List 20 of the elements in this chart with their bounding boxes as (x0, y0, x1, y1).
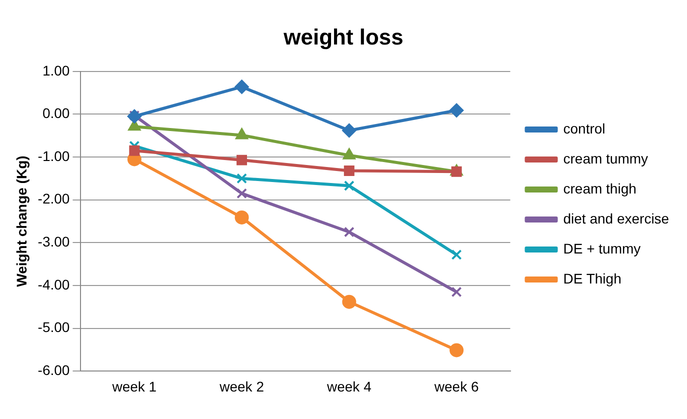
legend-label: DE + tummy (563, 240, 641, 256)
y-axis-title: Weight change (Kg) (13, 156, 30, 287)
y-tick-label: -2.00 (38, 190, 70, 207)
x-tick-label: week 4 (326, 378, 372, 394)
legend-label: cream tummy (563, 150, 648, 166)
y-tick-label: -6.00 (38, 362, 70, 378)
legend-label: diet and exercise (563, 210, 670, 226)
y-tick-label: -3.00 (38, 234, 70, 250)
y-tick-label: 0.00 (42, 105, 70, 122)
legend-label: cream thigh (563, 180, 636, 196)
x-tick-label: week 2 (218, 378, 264, 394)
y-tick-label: -4.00 (38, 276, 70, 292)
y-tick-label: -1.00 (38, 148, 70, 164)
x-tick-label: week 1 (111, 378, 157, 394)
chart-title: weight loss (282, 24, 404, 50)
legend-label: DE Thigh (563, 270, 622, 286)
y-tick-label: 1.00 (42, 62, 70, 78)
x-tick-label: week 6 (433, 378, 479, 394)
legend-label: control (563, 120, 606, 136)
y-tick-label: -5.00 (38, 319, 70, 336)
